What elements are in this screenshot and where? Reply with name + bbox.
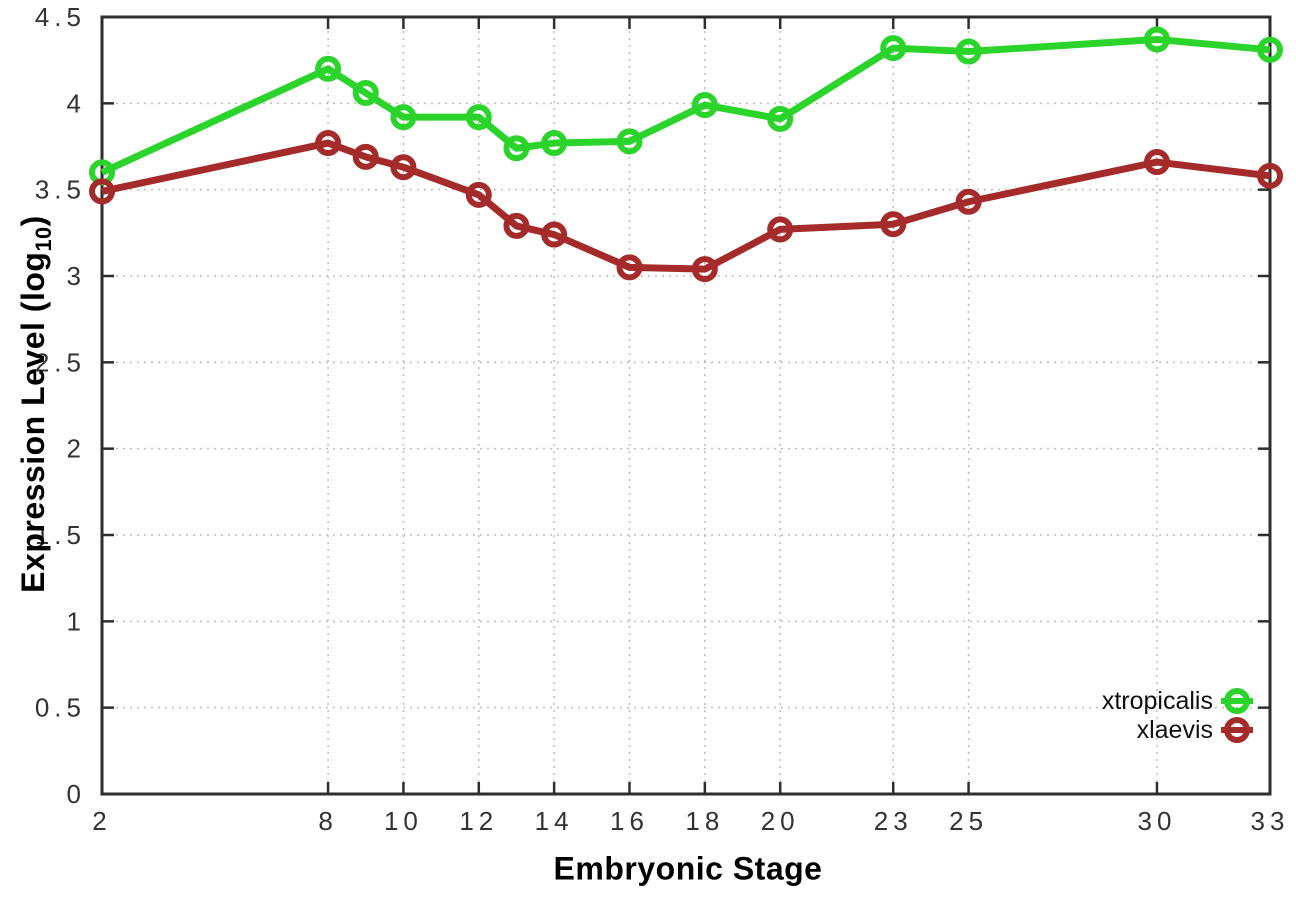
data-point-xtropicalis [955,38,982,65]
data-point-xtropicalis [1257,36,1283,63]
data-point-xtropicalis [315,55,342,82]
data-point-xlaevis [616,254,643,281]
legend-marker-xlaevis [1224,717,1250,743]
y-axis-title-prefix: Expression Level (log [14,251,51,593]
data-point-xlaevis [767,216,794,243]
legend-label-xlaevis: xlaevis [1137,716,1213,744]
data-point-xlaevis [315,130,342,157]
data-point-xlaevis [352,143,379,170]
data-point-xlaevis [465,181,492,208]
data-point-xtropicalis [541,130,568,157]
x-tick-label: 20 [761,806,800,836]
y-tick-label: 1 [67,606,86,636]
series-line-xlaevis [101,139,1271,273]
y-axis-title-subscript: 10 [31,226,57,252]
x-tick-label: 12 [459,806,498,836]
y-tick-label: 4.5 [35,2,86,32]
y-tick-label: 2.5 [35,347,86,377]
data-point-xlaevis [1257,162,1283,189]
x-tick-label: 30 [1138,806,1177,836]
x-tick-label: 18 [685,806,724,836]
data-point-xlaevis [691,256,718,283]
data-point-xtropicalis [616,128,643,155]
legend-marker-xtropicalis [1224,688,1250,714]
x-tick-label: 14 [535,806,574,836]
data-point-xlaevis [1143,149,1170,176]
x-tick-label: 23 [874,806,913,836]
y-tick-label: 3 [67,261,86,291]
data-point-xlaevis [955,188,982,215]
x-tick-label: 10 [384,806,423,836]
x-tick-label: 16 [610,806,649,836]
y-axis-title: Expression Level (log10) [15,215,57,593]
plot-border [100,15,1272,796]
y-tick-label: 1.5 [35,520,86,550]
y-tick-label: 0 [67,779,86,809]
x-tick-label: 8 [318,806,337,836]
data-point-xtropicalis [880,35,907,62]
data-point-xtropicalis [1143,26,1170,53]
data-point-xtropicalis [352,79,379,106]
x-tick-label: 2 [92,806,111,836]
data-point-xlaevis [390,154,417,181]
x-tick-label: 25 [949,806,988,836]
data-point-xtropicalis [691,92,718,119]
data-point-xlaevis [89,178,115,205]
y-tick-label: 0.5 [35,693,86,723]
data-point-xtropicalis [767,105,794,132]
y-axis-title-suffix: ) [14,215,51,227]
data-point-xlaevis [541,221,568,248]
data-point-xtropicalis [465,104,492,131]
data-point-xtropicalis [390,104,417,131]
y-tick-label: 3.5 [35,175,86,205]
y-tick-label: 4 [67,88,86,118]
data-point-xlaevis [503,212,530,239]
data-point-xtropicalis [503,135,530,162]
legend-label-xtropicalis: xtropicalis [1102,687,1213,715]
y-tick-label: 2 [67,434,86,464]
data-point-xlaevis [880,211,907,238]
x-tick-label: 33 [1251,806,1290,836]
x-axis-title: Embryonic Stage [553,850,823,887]
